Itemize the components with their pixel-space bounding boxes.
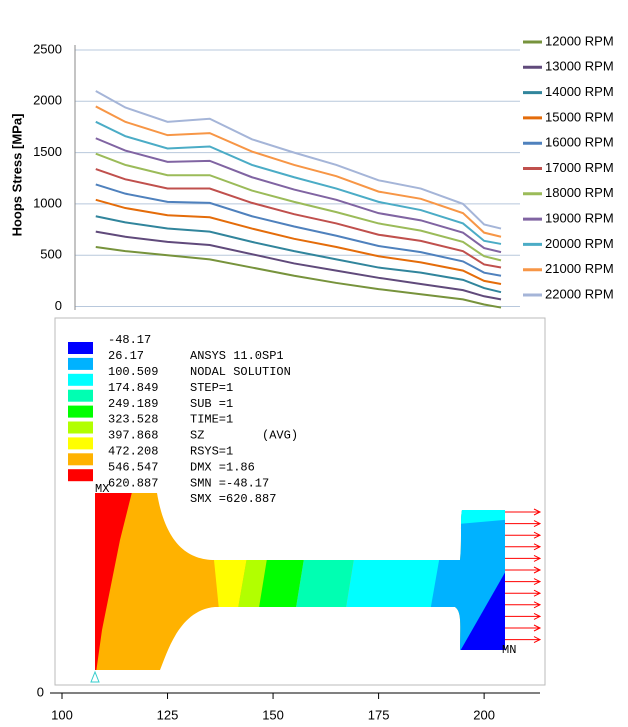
load-arrow bbox=[505, 521, 540, 527]
legend-level: -48.17 bbox=[108, 333, 151, 347]
legend-swatch bbox=[68, 406, 93, 418]
legend-level: 546.547 bbox=[108, 460, 158, 474]
load-arrow bbox=[505, 579, 540, 585]
load-arrow bbox=[505, 590, 540, 596]
x-tick-label: 175 bbox=[368, 707, 390, 722]
contour-band bbox=[344, 540, 450, 620]
legend-label: 20000 RPM bbox=[545, 236, 614, 251]
legend-level: 323.528 bbox=[108, 413, 158, 427]
load-arrow bbox=[505, 567, 540, 573]
max-label: MX bbox=[95, 482, 109, 496]
y-tick-label: 2000 bbox=[33, 93, 62, 108]
load-arrow bbox=[505, 625, 540, 631]
legend-level: 397.868 bbox=[108, 429, 158, 443]
annotation: SMX =620.887 bbox=[190, 492, 276, 506]
y-tick-label: 1500 bbox=[33, 144, 62, 159]
y-tick-label: 1000 bbox=[33, 195, 62, 210]
y-tick-label: 0 bbox=[37, 684, 44, 699]
legend-label: 14000 RPM bbox=[545, 84, 614, 99]
page: Hoops Stress [MPa] 050010001500200025001… bbox=[0, 0, 628, 727]
legend-label: 13000 RPM bbox=[545, 59, 614, 74]
legend-label: 15000 RPM bbox=[545, 109, 614, 124]
legend-label: 16000 RPM bbox=[545, 135, 614, 150]
x-tick-label: 150 bbox=[262, 707, 284, 722]
x-tick-label: 100 bbox=[51, 707, 73, 722]
min-label: MN bbox=[502, 643, 516, 657]
legend-label: 12000 RPM bbox=[545, 33, 614, 48]
load-arrow bbox=[505, 613, 540, 619]
legend-swatch bbox=[68, 390, 93, 402]
series-line bbox=[96, 184, 501, 275]
load-arrow bbox=[505, 637, 540, 643]
load-arrow bbox=[505, 555, 540, 561]
legend-level: 249.189 bbox=[108, 397, 158, 411]
y-tick-label: 2500 bbox=[33, 41, 62, 56]
series-line bbox=[96, 154, 501, 261]
annotation: ANSYS 11.0SP1 bbox=[190, 349, 284, 363]
y-tick-label: 0 bbox=[55, 298, 62, 313]
legend-swatch bbox=[68, 422, 93, 434]
legend-label: 21000 RPM bbox=[545, 261, 614, 276]
legend-level: 620.887 bbox=[108, 476, 158, 490]
specimen bbox=[90, 480, 520, 680]
legend-label: 19000 RPM bbox=[545, 211, 614, 226]
support-symbol bbox=[91, 672, 99, 682]
contour-band bbox=[294, 540, 357, 620]
legend-swatch bbox=[68, 374, 93, 386]
annotation: RSYS=1 bbox=[190, 444, 233, 458]
legend-swatch bbox=[68, 342, 93, 354]
annotation: SMN =-48.17 bbox=[190, 476, 269, 490]
contour-band bbox=[257, 540, 307, 620]
annotation: STEP=1 bbox=[190, 381, 233, 395]
annotation: TIME=1 bbox=[190, 413, 233, 427]
annotation: SUB =1 bbox=[190, 397, 233, 411]
load-arrow bbox=[505, 509, 540, 515]
legend-level: 100.509 bbox=[108, 365, 158, 379]
legend-level: 174.849 bbox=[108, 381, 158, 395]
figure: Hoops Stress [MPa] 050010001500200025001… bbox=[0, 0, 628, 727]
annotation: DMX =1.86 bbox=[190, 460, 255, 474]
legend-swatch bbox=[68, 453, 93, 465]
y-tick-label: 500 bbox=[40, 247, 62, 262]
annotation: SZ (AVG) bbox=[190, 429, 298, 443]
annotation: NODAL SOLUTION bbox=[190, 365, 291, 379]
legend-swatch bbox=[68, 437, 93, 449]
legend-level: 26.17 bbox=[108, 349, 144, 363]
y-axis-label: Hoops Stress [MPa] bbox=[9, 114, 24, 237]
x-tick-label: 200 bbox=[473, 707, 495, 722]
legend-swatch bbox=[68, 358, 93, 370]
legend-label: 22000 RPM bbox=[545, 286, 614, 301]
legend-label: 18000 RPM bbox=[545, 185, 614, 200]
legend-level: 472.208 bbox=[108, 444, 158, 458]
legend-swatch bbox=[68, 469, 93, 481]
legend-label: 17000 RPM bbox=[545, 160, 614, 175]
series-line bbox=[96, 200, 501, 284]
load-arrow bbox=[505, 532, 540, 538]
load-arrows bbox=[505, 509, 540, 643]
load-arrow bbox=[505, 544, 540, 550]
load-arrow bbox=[505, 602, 540, 608]
x-tick-label: 125 bbox=[157, 707, 179, 722]
